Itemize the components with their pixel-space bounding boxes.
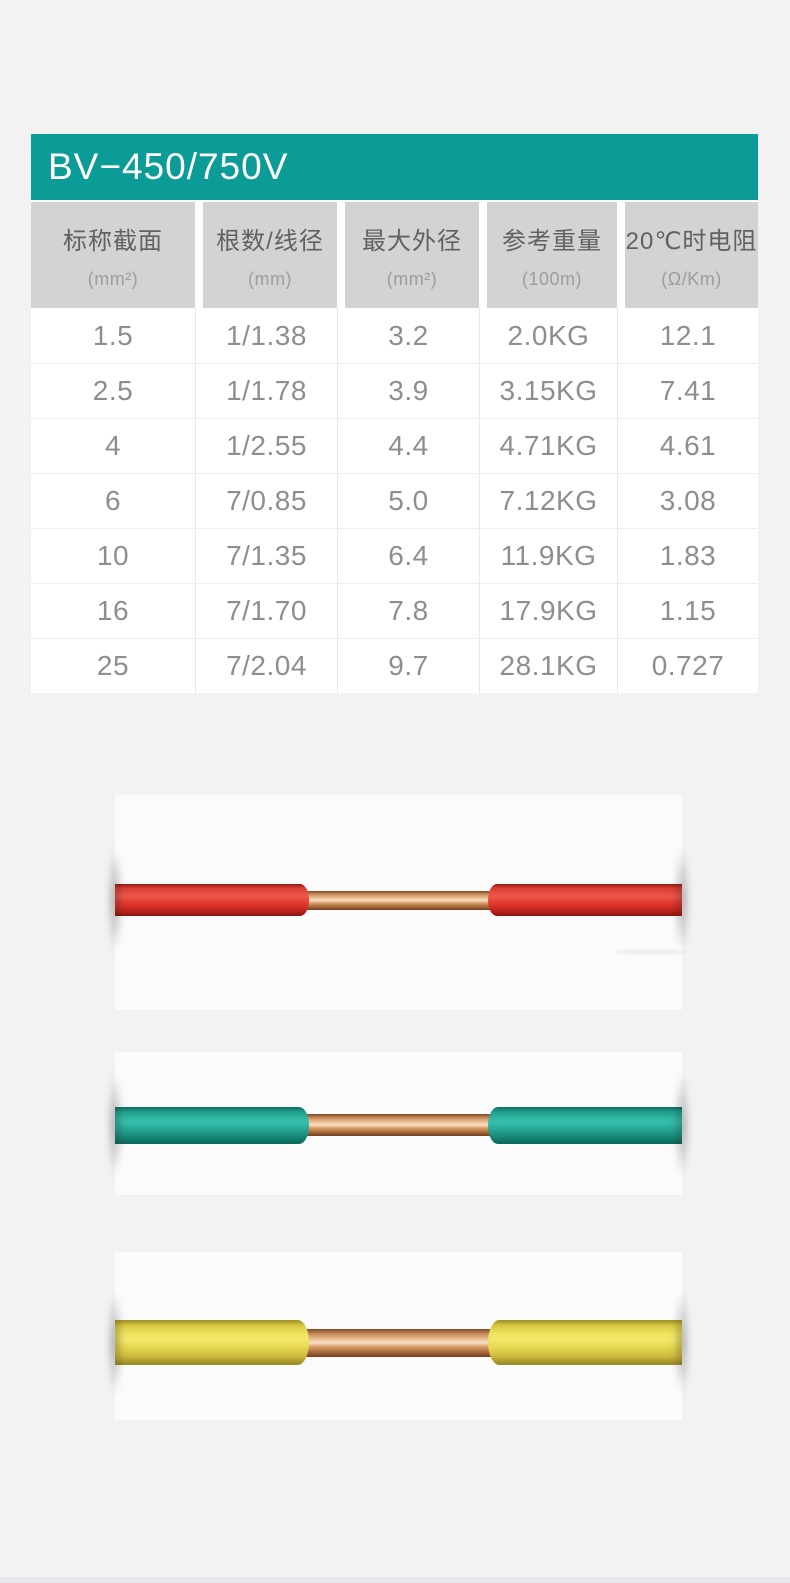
table-cell: 4 xyxy=(31,418,195,473)
red-wire-photo xyxy=(106,795,691,1010)
table-cell: 1/1.38 xyxy=(195,308,337,363)
table-cell: 7.41 xyxy=(617,363,758,418)
column-header-unit: (Ω/Km) xyxy=(661,268,722,289)
table-cell: 4.4 xyxy=(337,418,479,473)
wire-edge-fade xyxy=(106,845,124,955)
wire-edge-fade xyxy=(673,1070,691,1180)
table-cell: 7/0.85 xyxy=(195,473,337,528)
column-header-reference-weight: 参考重量 (100m) xyxy=(487,202,617,308)
table-cell: 6.4 xyxy=(337,528,479,583)
wire-edge-fade xyxy=(673,845,691,955)
wire-edge-fade xyxy=(106,1288,124,1398)
copper-conductor xyxy=(300,891,495,910)
table-cell: 5.0 xyxy=(337,473,479,528)
spec-table-header-row: 标称截面 (mm²) 根数/线径 (mm) 最大外径 (mm²) 参考重量 (1… xyxy=(31,200,758,308)
table-cell: 3.2 xyxy=(337,308,479,363)
copper-conductor xyxy=(300,1329,495,1357)
wire-insulation-left xyxy=(115,1107,309,1144)
yellow-wire-photo xyxy=(106,1252,691,1420)
wire-insulation-left xyxy=(115,1320,309,1365)
column-header-unit: (100m) xyxy=(521,268,582,289)
table-cell: 1.83 xyxy=(617,528,758,583)
table-cell: 11.9KG xyxy=(479,528,617,583)
green-wire-photo xyxy=(106,1052,691,1195)
table-cell: 12.1 xyxy=(617,308,758,363)
table-cell: 3.08 xyxy=(617,473,758,528)
column-header-strand-diameter: 根数/线径 (mm) xyxy=(203,202,337,308)
spec-table-body: 1.5 1/1.38 3.2 2.0KG 12.1 2.5 1/1.78 3.9… xyxy=(31,308,758,693)
table-cell: 7/2.04 xyxy=(195,638,337,693)
table-cell: 28.1KG xyxy=(479,638,617,693)
table-cell: 7/1.35 xyxy=(195,528,337,583)
wire-insulation-left xyxy=(115,884,309,916)
copper-conductor xyxy=(300,1114,495,1136)
wire-insulation-right xyxy=(488,884,682,916)
table-cell: 3.9 xyxy=(337,363,479,418)
wire-edge-fade xyxy=(673,1288,691,1398)
table-cell: 2.5 xyxy=(31,363,195,418)
column-header-unit: (mm) xyxy=(248,268,292,289)
table-cell: 17.9KG xyxy=(479,583,617,638)
column-header-label: 标称截面 xyxy=(63,227,163,255)
column-header-unit: (mm²) xyxy=(87,268,139,289)
spec-table-title: BV−450/750V xyxy=(48,146,289,187)
bottom-divider xyxy=(0,1577,790,1583)
table-cell: 1/1.78 xyxy=(195,363,337,418)
wire-insulation-right xyxy=(488,1107,682,1144)
table-cell: 4.61 xyxy=(617,418,758,473)
spec-table-title-bar: BV−450/750V xyxy=(31,134,758,200)
table-cell: 25 xyxy=(31,638,195,693)
column-header-unit: (mm²) xyxy=(386,268,438,289)
column-header-resistance-20c: 20℃时电阻 (Ω/Km) xyxy=(625,202,758,308)
table-cell: 1.15 xyxy=(617,583,758,638)
table-cell: 7.12KG xyxy=(479,473,617,528)
table-cell: 3.15KG xyxy=(479,363,617,418)
table-cell: 1.5 xyxy=(92,319,134,351)
table-cell: 4.71KG xyxy=(479,418,617,473)
table-cell: 0.727 xyxy=(617,638,758,693)
column-header-label: 参考重量 xyxy=(502,227,602,255)
wire-edge-fade xyxy=(106,1070,124,1180)
column-header-label: 最大外径 xyxy=(362,227,462,255)
wire-insulation-right xyxy=(488,1320,682,1365)
table-cell: 1/2.55 xyxy=(195,418,337,473)
table-cell: 6 xyxy=(31,473,195,528)
table-cell: 7.8 xyxy=(337,583,479,638)
column-header-label: 20℃时电阻 xyxy=(625,227,758,255)
table-cell: 7/1.70 xyxy=(195,583,337,638)
table-cell: 16 xyxy=(31,583,195,638)
column-header-nominal-section: 标称截面 (mm²) xyxy=(31,202,195,308)
column-header-label: 根数/线径 xyxy=(216,227,324,255)
column-header-max-od: 最大外径 (mm²) xyxy=(345,202,479,308)
table-cell: 2.0KG xyxy=(479,308,617,363)
table-cell: 9.7 xyxy=(337,638,479,693)
table-cell: 10 xyxy=(31,528,195,583)
wire-shadow xyxy=(615,950,687,954)
